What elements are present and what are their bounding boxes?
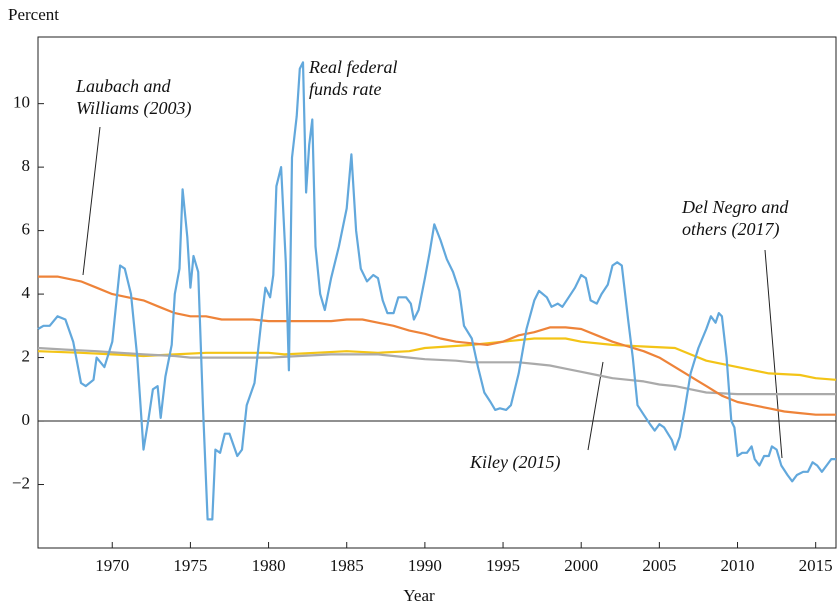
x-tick-label: 1985 bbox=[330, 556, 364, 575]
leader-line bbox=[82, 126, 101, 276]
x-tick-label: 1975 bbox=[173, 556, 207, 575]
annotation: Del Negro and others (2017) bbox=[682, 197, 789, 239]
x-tick-label: 2015 bbox=[799, 556, 833, 575]
x-tick-label: 1970 bbox=[95, 556, 129, 575]
y-tick-label: 10 bbox=[13, 93, 30, 112]
y-tick-label: 6 bbox=[22, 220, 31, 239]
annotation: Laubach and Williams (2003) bbox=[76, 76, 192, 118]
x-tick-label: 2010 bbox=[721, 556, 755, 575]
y-tick-label: 0 bbox=[22, 410, 31, 429]
y-tick-label: 8 bbox=[22, 156, 31, 175]
y-axis-label: Percent bbox=[8, 5, 59, 24]
annotation: Kiley (2015) bbox=[470, 452, 561, 472]
x-tick-label: 2000 bbox=[564, 556, 598, 575]
x-tick-label: 1980 bbox=[252, 556, 286, 575]
y-tick-label: 2 bbox=[22, 346, 31, 365]
annotation: Real federal funds rate bbox=[309, 57, 398, 99]
leader-line bbox=[764, 249, 783, 459]
y-tick-label: −2 bbox=[12, 473, 30, 492]
x-axis-label: Year bbox=[403, 586, 435, 605]
series-line bbox=[37, 337, 837, 381]
series-line bbox=[37, 346, 836, 396]
x-tick-label: 1995 bbox=[486, 556, 520, 575]
y-tick-label: 4 bbox=[22, 283, 31, 302]
x-tick-label: 1990 bbox=[408, 556, 442, 575]
plot-frame bbox=[37, 36, 837, 549]
x-tick-label: 2005 bbox=[642, 556, 676, 575]
series-line bbox=[37, 61, 836, 521]
